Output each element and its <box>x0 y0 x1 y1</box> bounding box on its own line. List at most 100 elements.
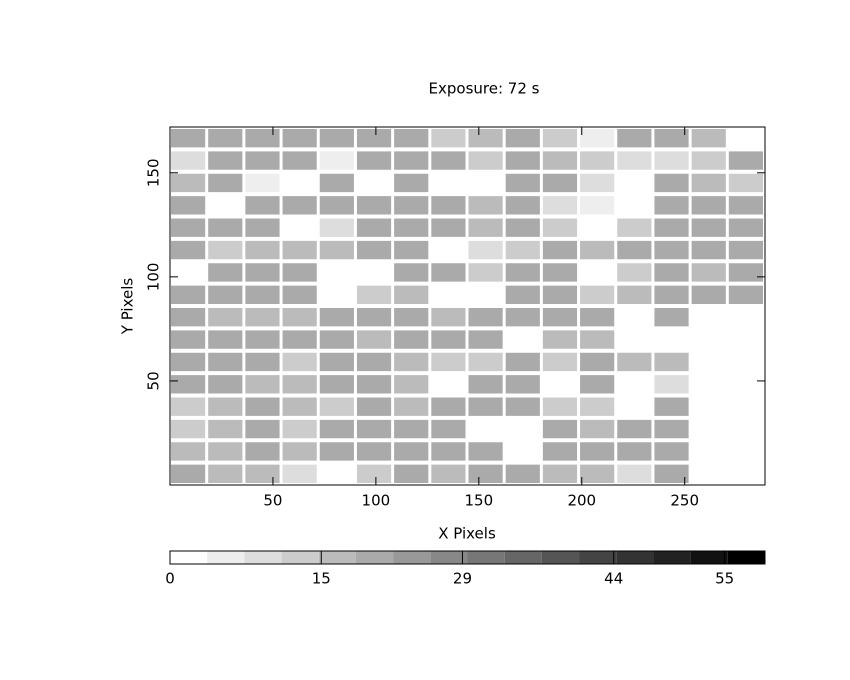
cell <box>728 218 763 237</box>
cell <box>654 240 689 260</box>
x-tick-label: 250 <box>670 492 699 510</box>
cell <box>171 419 206 439</box>
cell <box>208 285 243 304</box>
cell <box>282 263 317 282</box>
cell <box>691 285 726 304</box>
cell <box>394 129 429 148</box>
cell <box>319 442 354 461</box>
colorbar-level <box>616 551 654 564</box>
cell <box>319 330 354 349</box>
cell <box>691 218 726 237</box>
cell <box>208 240 243 260</box>
cell <box>208 330 243 349</box>
cell <box>431 464 466 483</box>
cell <box>542 173 578 193</box>
cell <box>356 397 392 416</box>
cell <box>654 464 689 483</box>
cell <box>505 375 540 394</box>
cell <box>617 218 652 237</box>
cell <box>319 308 354 327</box>
cell <box>394 308 429 327</box>
cell <box>394 263 429 282</box>
cell <box>356 330 392 349</box>
colorbar-level <box>393 551 431 564</box>
colorbar-level <box>504 551 542 564</box>
cell <box>282 375 317 394</box>
colorbar-tick-label: 29 <box>453 570 472 588</box>
cell <box>431 263 466 282</box>
cell <box>468 218 503 237</box>
cell <box>580 464 615 483</box>
cell <box>319 397 354 416</box>
cell <box>245 308 280 327</box>
cell <box>654 375 689 394</box>
cell <box>394 330 429 349</box>
cell <box>542 419 578 439</box>
cell <box>245 218 280 237</box>
cell <box>208 375 243 394</box>
cell <box>282 240 317 260</box>
cell <box>245 352 280 372</box>
cell <box>654 285 689 304</box>
cell <box>580 129 615 148</box>
cell <box>542 442 578 461</box>
cell <box>431 218 466 237</box>
cell <box>654 442 689 461</box>
cell <box>542 196 578 215</box>
colorbar-level <box>541 551 580 564</box>
cell <box>245 419 280 439</box>
cell <box>654 218 689 237</box>
colorbar-level <box>690 551 728 564</box>
cell <box>580 419 615 439</box>
cell <box>431 196 466 215</box>
cell <box>356 442 392 461</box>
cell <box>245 375 280 394</box>
cell <box>728 196 763 215</box>
cell <box>319 129 354 148</box>
cell <box>580 285 615 304</box>
cell <box>171 352 206 372</box>
cell <box>468 240 503 260</box>
cell <box>505 173 540 193</box>
cell <box>171 129 206 148</box>
cell <box>468 464 503 483</box>
cell <box>356 285 392 304</box>
cell <box>208 218 243 237</box>
cell <box>431 442 466 461</box>
cell <box>468 151 503 170</box>
plot-frame <box>169 126 766 486</box>
colorbar-level <box>653 551 691 564</box>
cell <box>208 397 243 416</box>
cell <box>542 129 578 148</box>
cell <box>245 173 280 193</box>
cell <box>319 218 354 237</box>
colorbar-level <box>318 551 356 564</box>
cell <box>580 151 615 170</box>
cell <box>542 308 578 327</box>
cell <box>319 173 354 193</box>
cell <box>319 419 354 439</box>
cell <box>542 218 578 237</box>
cell <box>580 375 615 394</box>
chart-title: Exposure: 72 s <box>429 80 540 98</box>
colorbar-level <box>579 551 617 564</box>
cell <box>245 263 280 282</box>
colorbar-level <box>244 551 282 564</box>
cell <box>171 196 206 215</box>
cell <box>691 263 726 282</box>
x-axis-label: X Pixels <box>438 525 496 543</box>
cell <box>394 419 429 439</box>
cell <box>654 352 689 372</box>
colorbar-level <box>727 551 765 564</box>
cell <box>245 196 280 215</box>
cell <box>617 129 652 148</box>
cell <box>282 151 317 170</box>
cell <box>580 308 615 327</box>
cell <box>171 397 206 416</box>
cell <box>542 330 578 349</box>
cell <box>505 285 540 304</box>
cell <box>171 218 206 237</box>
cell <box>691 240 726 260</box>
cell <box>654 151 689 170</box>
